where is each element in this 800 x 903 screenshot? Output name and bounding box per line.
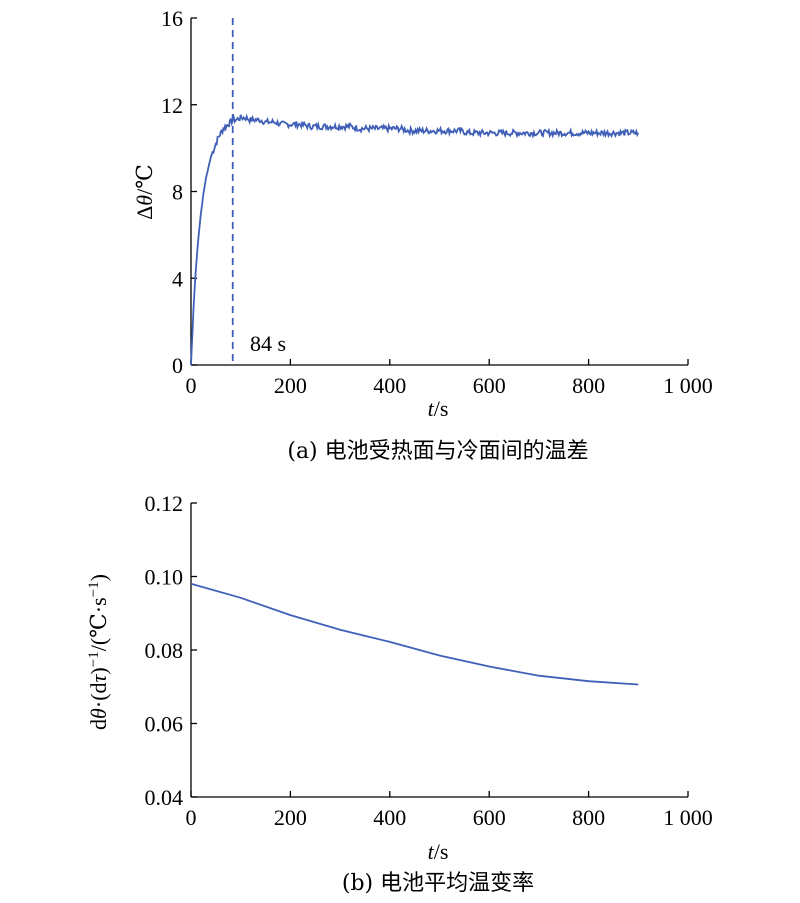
chart-b-x-tick-label: 400 (373, 805, 406, 830)
chart-a-y-tick-label: 4 (172, 266, 183, 291)
chart-b-axes: 0 200 400 600 800 1 000 0.04 0.06 0.08 0.10 0.12 (145, 491, 713, 830)
chart-b-x-tick-label: 600 (473, 805, 506, 830)
chart-b-x-axis-title: t/s (428, 839, 449, 864)
chart-a-84s-label: 84 s (250, 331, 286, 356)
chart-a-caption: (a) 电池受热面与冷面间的温差 (287, 439, 588, 464)
chart-a-series-line (190, 113, 640, 366)
chart-a-y-tick-label: 12 (161, 93, 183, 118)
chart-b-caption: (b) 电池平均温变率 (342, 871, 534, 896)
chart-a-axes: 0 200 400 600 800 1 000 0 4 8 12 16 (161, 6, 713, 398)
chart-b-y-tick-label: 0.10 (145, 565, 184, 590)
chart-a-x-axis-title: t/s (428, 396, 449, 421)
chart-a-x-tick-label: 0 (186, 373, 197, 398)
chart-b-x-tick-label: 200 (274, 805, 307, 830)
chart-b-y-axis-title: dθ·(dτ)−1/(℃·s−1) (86, 574, 111, 730)
chart-b-y-tick-label: 0.04 (145, 785, 184, 810)
chart-a-y-tick-label: 0 (172, 353, 183, 378)
chart-a-x-tick-label: 800 (572, 373, 605, 398)
chart-b-x-tick-label: 1 000 (663, 805, 713, 830)
chart-a-x-tick-label: 200 (274, 373, 307, 398)
chart-a-y-axis-title: Δθ/℃ (132, 164, 157, 220)
chart-b-x-tick-label: 800 (572, 805, 605, 830)
chart-b: 0 200 400 600 800 1 000 0.04 0.06 0.08 0.10 0.12 t… (86, 491, 713, 896)
chart-a-x-tick-label: 600 (473, 373, 506, 398)
chart-b-y-tick-label: 0.12 (145, 491, 184, 516)
chart-a-y-tick-label: 8 (172, 180, 183, 205)
chart-a-y-tick-label: 16 (161, 6, 183, 31)
chart-b-series-line (190, 582, 639, 686)
chart-a-x-tick-label: 400 (373, 373, 406, 398)
chart-a-x-tick-label: 1 000 (663, 373, 713, 398)
chart-b-y-tick-label: 0.06 (145, 712, 184, 737)
chart-b-y-tick-label: 0.08 (145, 638, 184, 663)
chart-b-x-tick-label: 0 (186, 805, 197, 830)
